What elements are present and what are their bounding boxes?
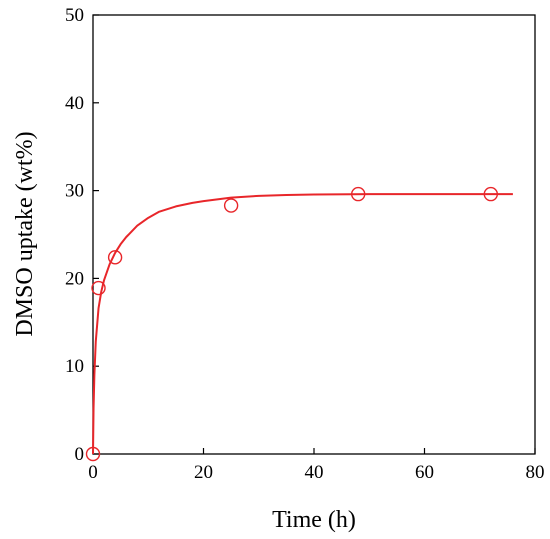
y-tick-label: 20: [65, 268, 84, 289]
fit-curve-layer: [92, 193, 513, 455]
fit-curve: [92, 193, 513, 455]
x-tick-label: 20: [194, 462, 213, 483]
data-point: [351, 186, 366, 202]
y-tick-label: 40: [65, 93, 84, 114]
x-axis-title: Time (h): [272, 507, 356, 533]
x-tick-label: 80: [526, 462, 545, 483]
data-point: [223, 198, 239, 213]
y-tick-label: 0: [75, 444, 85, 465]
data-point: [483, 186, 498, 202]
x-tick-label: 40: [305, 462, 324, 483]
y-axis-title: DMSO uptake (wt%): [12, 131, 38, 336]
y-tick-label: 30: [65, 181, 84, 202]
data-point: [85, 446, 101, 462]
tick-group: 0 20 40 60 80 0 10 20 30 40 50: [65, 5, 545, 483]
data-points-layer: [85, 186, 498, 462]
plot-frame: [92, 14, 536, 455]
y-tick-label: 50: [65, 5, 84, 26]
x-tick-label: 0: [88, 462, 98, 483]
y-tick-label: 10: [65, 356, 84, 377]
data-point: [91, 280, 106, 296]
data-point: [107, 250, 123, 265]
x-tick-label: 60: [415, 462, 434, 483]
